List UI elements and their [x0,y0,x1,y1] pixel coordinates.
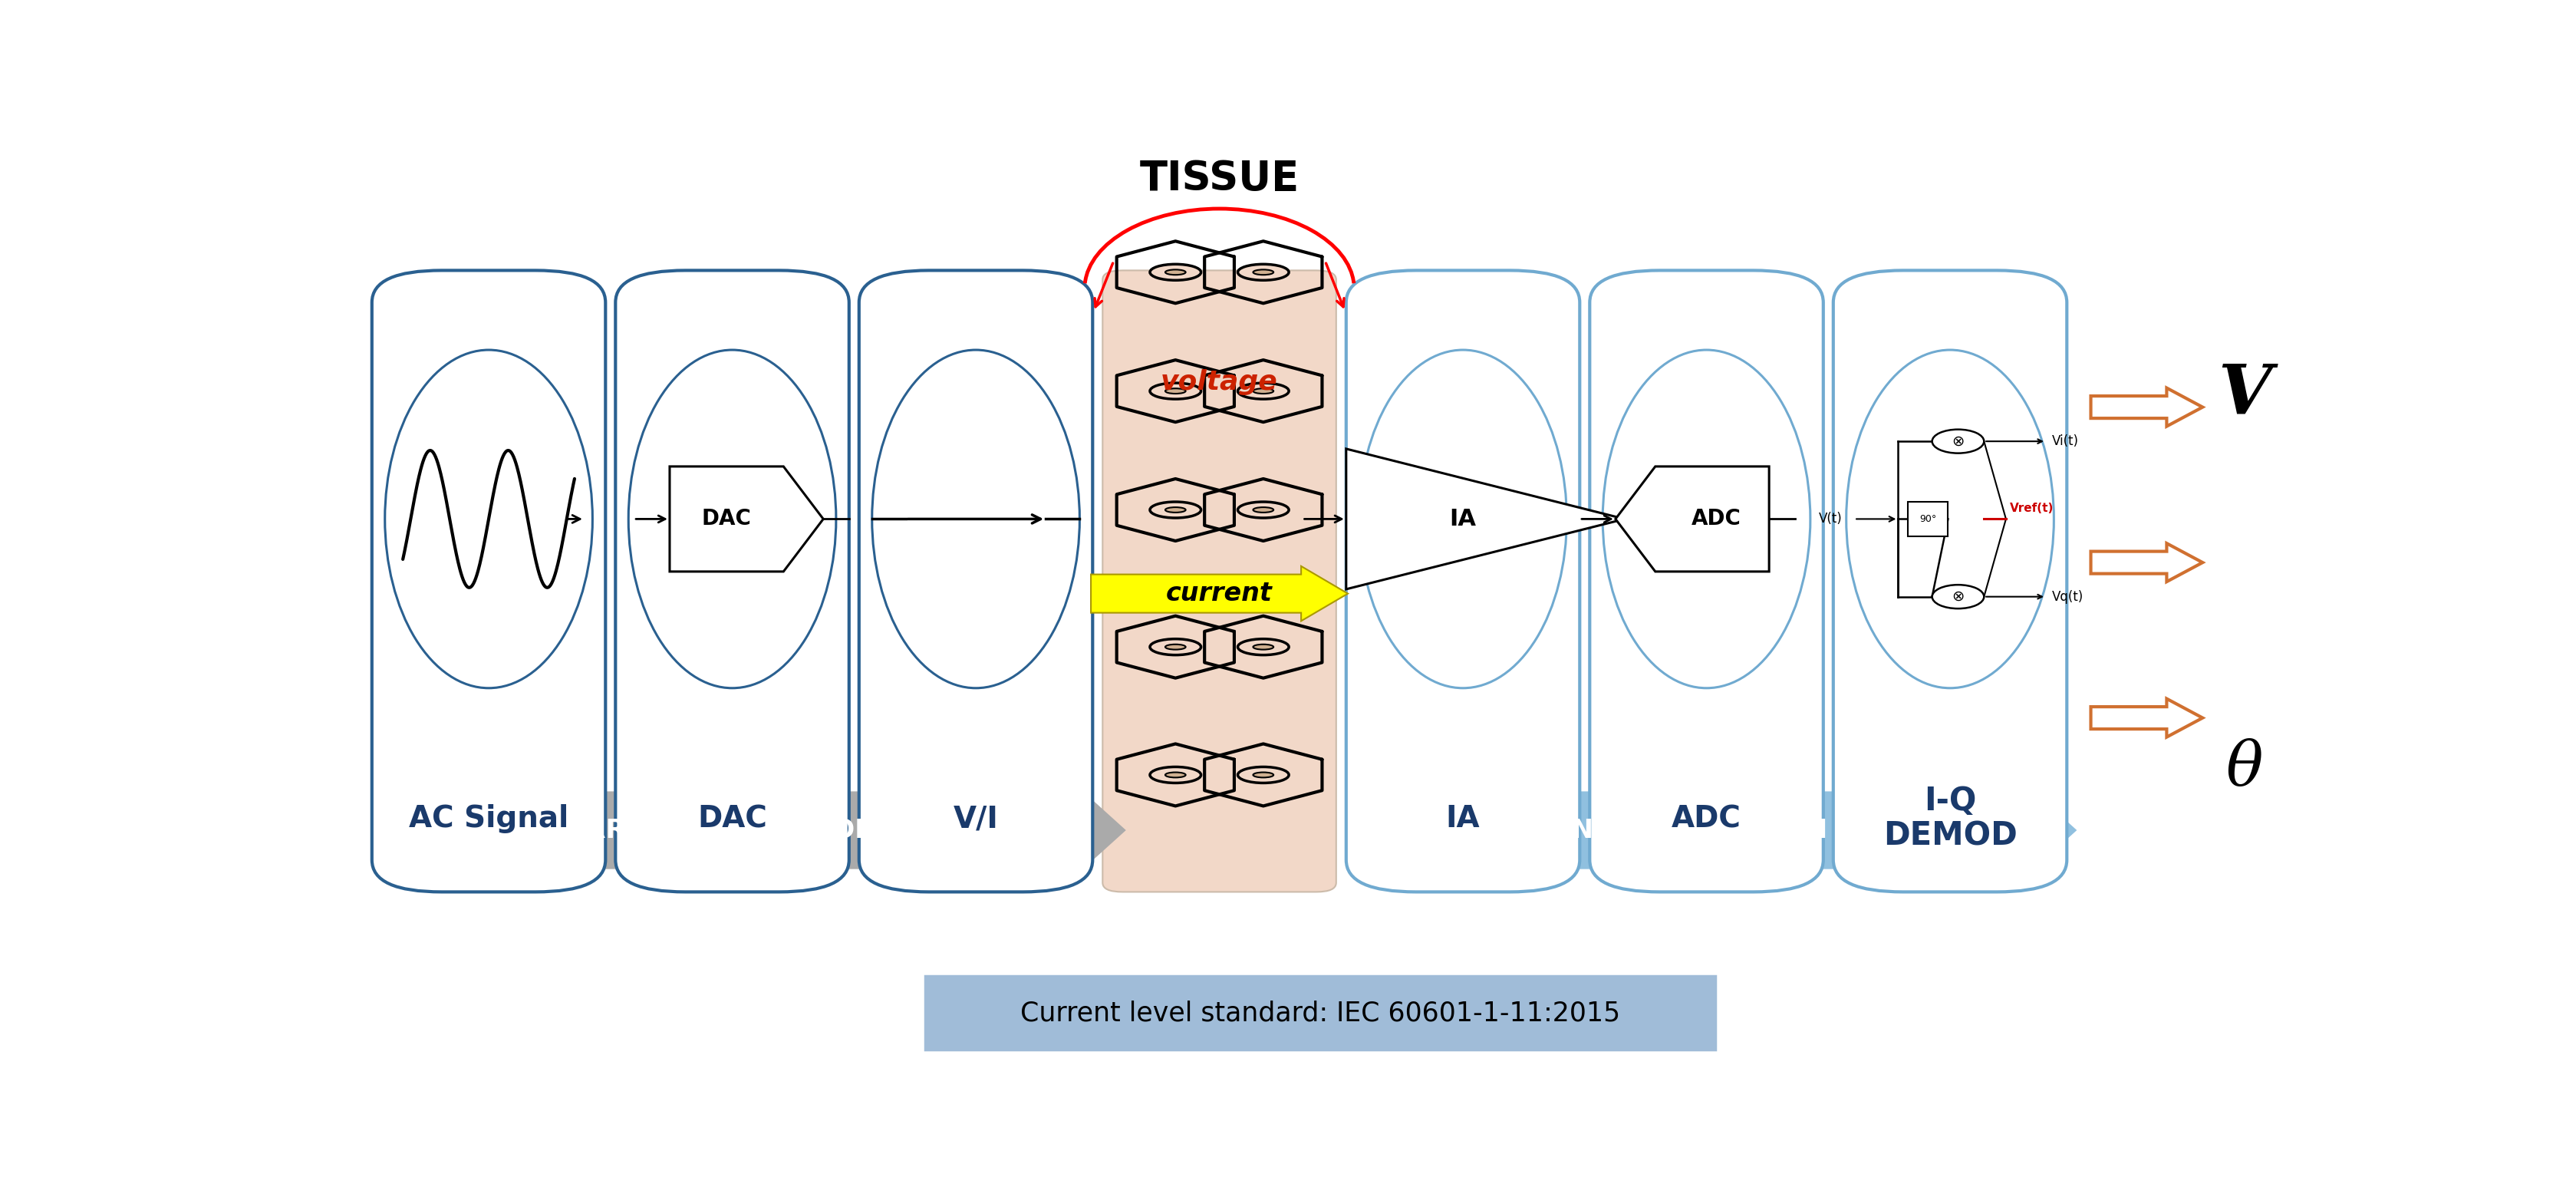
FancyBboxPatch shape [1589,271,1824,891]
Ellipse shape [629,350,837,688]
Text: $\otimes$: $\otimes$ [1953,434,1965,449]
Text: $\otimes$: $\otimes$ [1953,590,1965,604]
Text: ADC: ADC [1672,805,1741,833]
Polygon shape [670,466,824,572]
Ellipse shape [384,350,592,688]
Polygon shape [1615,466,1770,572]
Ellipse shape [1360,350,1566,688]
Ellipse shape [1252,645,1273,649]
Text: CURRENT GENERATION: CURRENT GENERATION [546,818,876,843]
FancyArrow shape [371,780,1126,881]
FancyArrow shape [1090,566,1347,621]
Text: IA: IA [1450,508,1476,531]
Ellipse shape [1236,502,1288,518]
Circle shape [1932,430,1984,453]
FancyBboxPatch shape [858,271,1092,891]
Text: V(t): V(t) [1819,512,1842,526]
FancyBboxPatch shape [616,271,850,891]
Ellipse shape [1164,388,1185,394]
Ellipse shape [1149,265,1200,280]
Ellipse shape [1164,269,1185,275]
FancyBboxPatch shape [1103,271,1337,891]
Ellipse shape [1149,767,1200,783]
Ellipse shape [1252,388,1273,394]
Text: 90°: 90° [1919,514,1937,523]
FancyBboxPatch shape [1909,502,1947,537]
FancyBboxPatch shape [1834,271,2066,891]
Text: voltage: voltage [1162,369,1278,395]
Text: IA: IA [1445,805,1481,833]
Ellipse shape [873,350,1079,688]
Ellipse shape [1164,773,1185,777]
Text: SIGNAL ACQUISITION: SIGNAL ACQUISITION [1522,818,1826,843]
Ellipse shape [1236,639,1288,655]
FancyBboxPatch shape [1347,271,1579,891]
Ellipse shape [1149,639,1200,655]
Polygon shape [1347,449,1625,589]
Text: current: current [1167,580,1273,607]
Ellipse shape [1149,383,1200,399]
Text: I-Q
DEMOD: I-Q DEMOD [1883,786,2017,852]
Text: TISSUE: TISSUE [1139,159,1298,199]
Text: ADC: ADC [1692,508,1741,529]
Ellipse shape [1149,502,1200,518]
Text: V: V [2218,362,2272,427]
Ellipse shape [1252,507,1273,513]
Ellipse shape [1164,645,1185,649]
Text: Vq(t): Vq(t) [2053,590,2084,604]
FancyBboxPatch shape [371,271,605,891]
Ellipse shape [1252,269,1273,275]
Text: V/I: V/I [953,805,999,833]
Ellipse shape [1236,383,1288,399]
Ellipse shape [1602,350,1811,688]
Ellipse shape [1252,773,1273,777]
Text: Vref(t): Vref(t) [2009,503,2053,514]
FancyArrow shape [1347,780,2076,881]
Ellipse shape [1164,507,1185,513]
Text: Vi(t): Vi(t) [2053,434,2079,449]
Text: AC Signal: AC Signal [410,805,569,833]
Ellipse shape [1236,767,1288,783]
FancyBboxPatch shape [925,976,1716,1050]
Ellipse shape [1847,350,2053,688]
Text: DAC: DAC [698,805,768,833]
Text: DAC: DAC [701,508,752,529]
Circle shape [1932,585,1984,609]
Text: θ: θ [2226,738,2264,798]
Ellipse shape [1236,265,1288,280]
Text: Current level standard: IEC 60601-1-11:2015: Current level standard: IEC 60601-1-11:2… [1020,999,1620,1026]
